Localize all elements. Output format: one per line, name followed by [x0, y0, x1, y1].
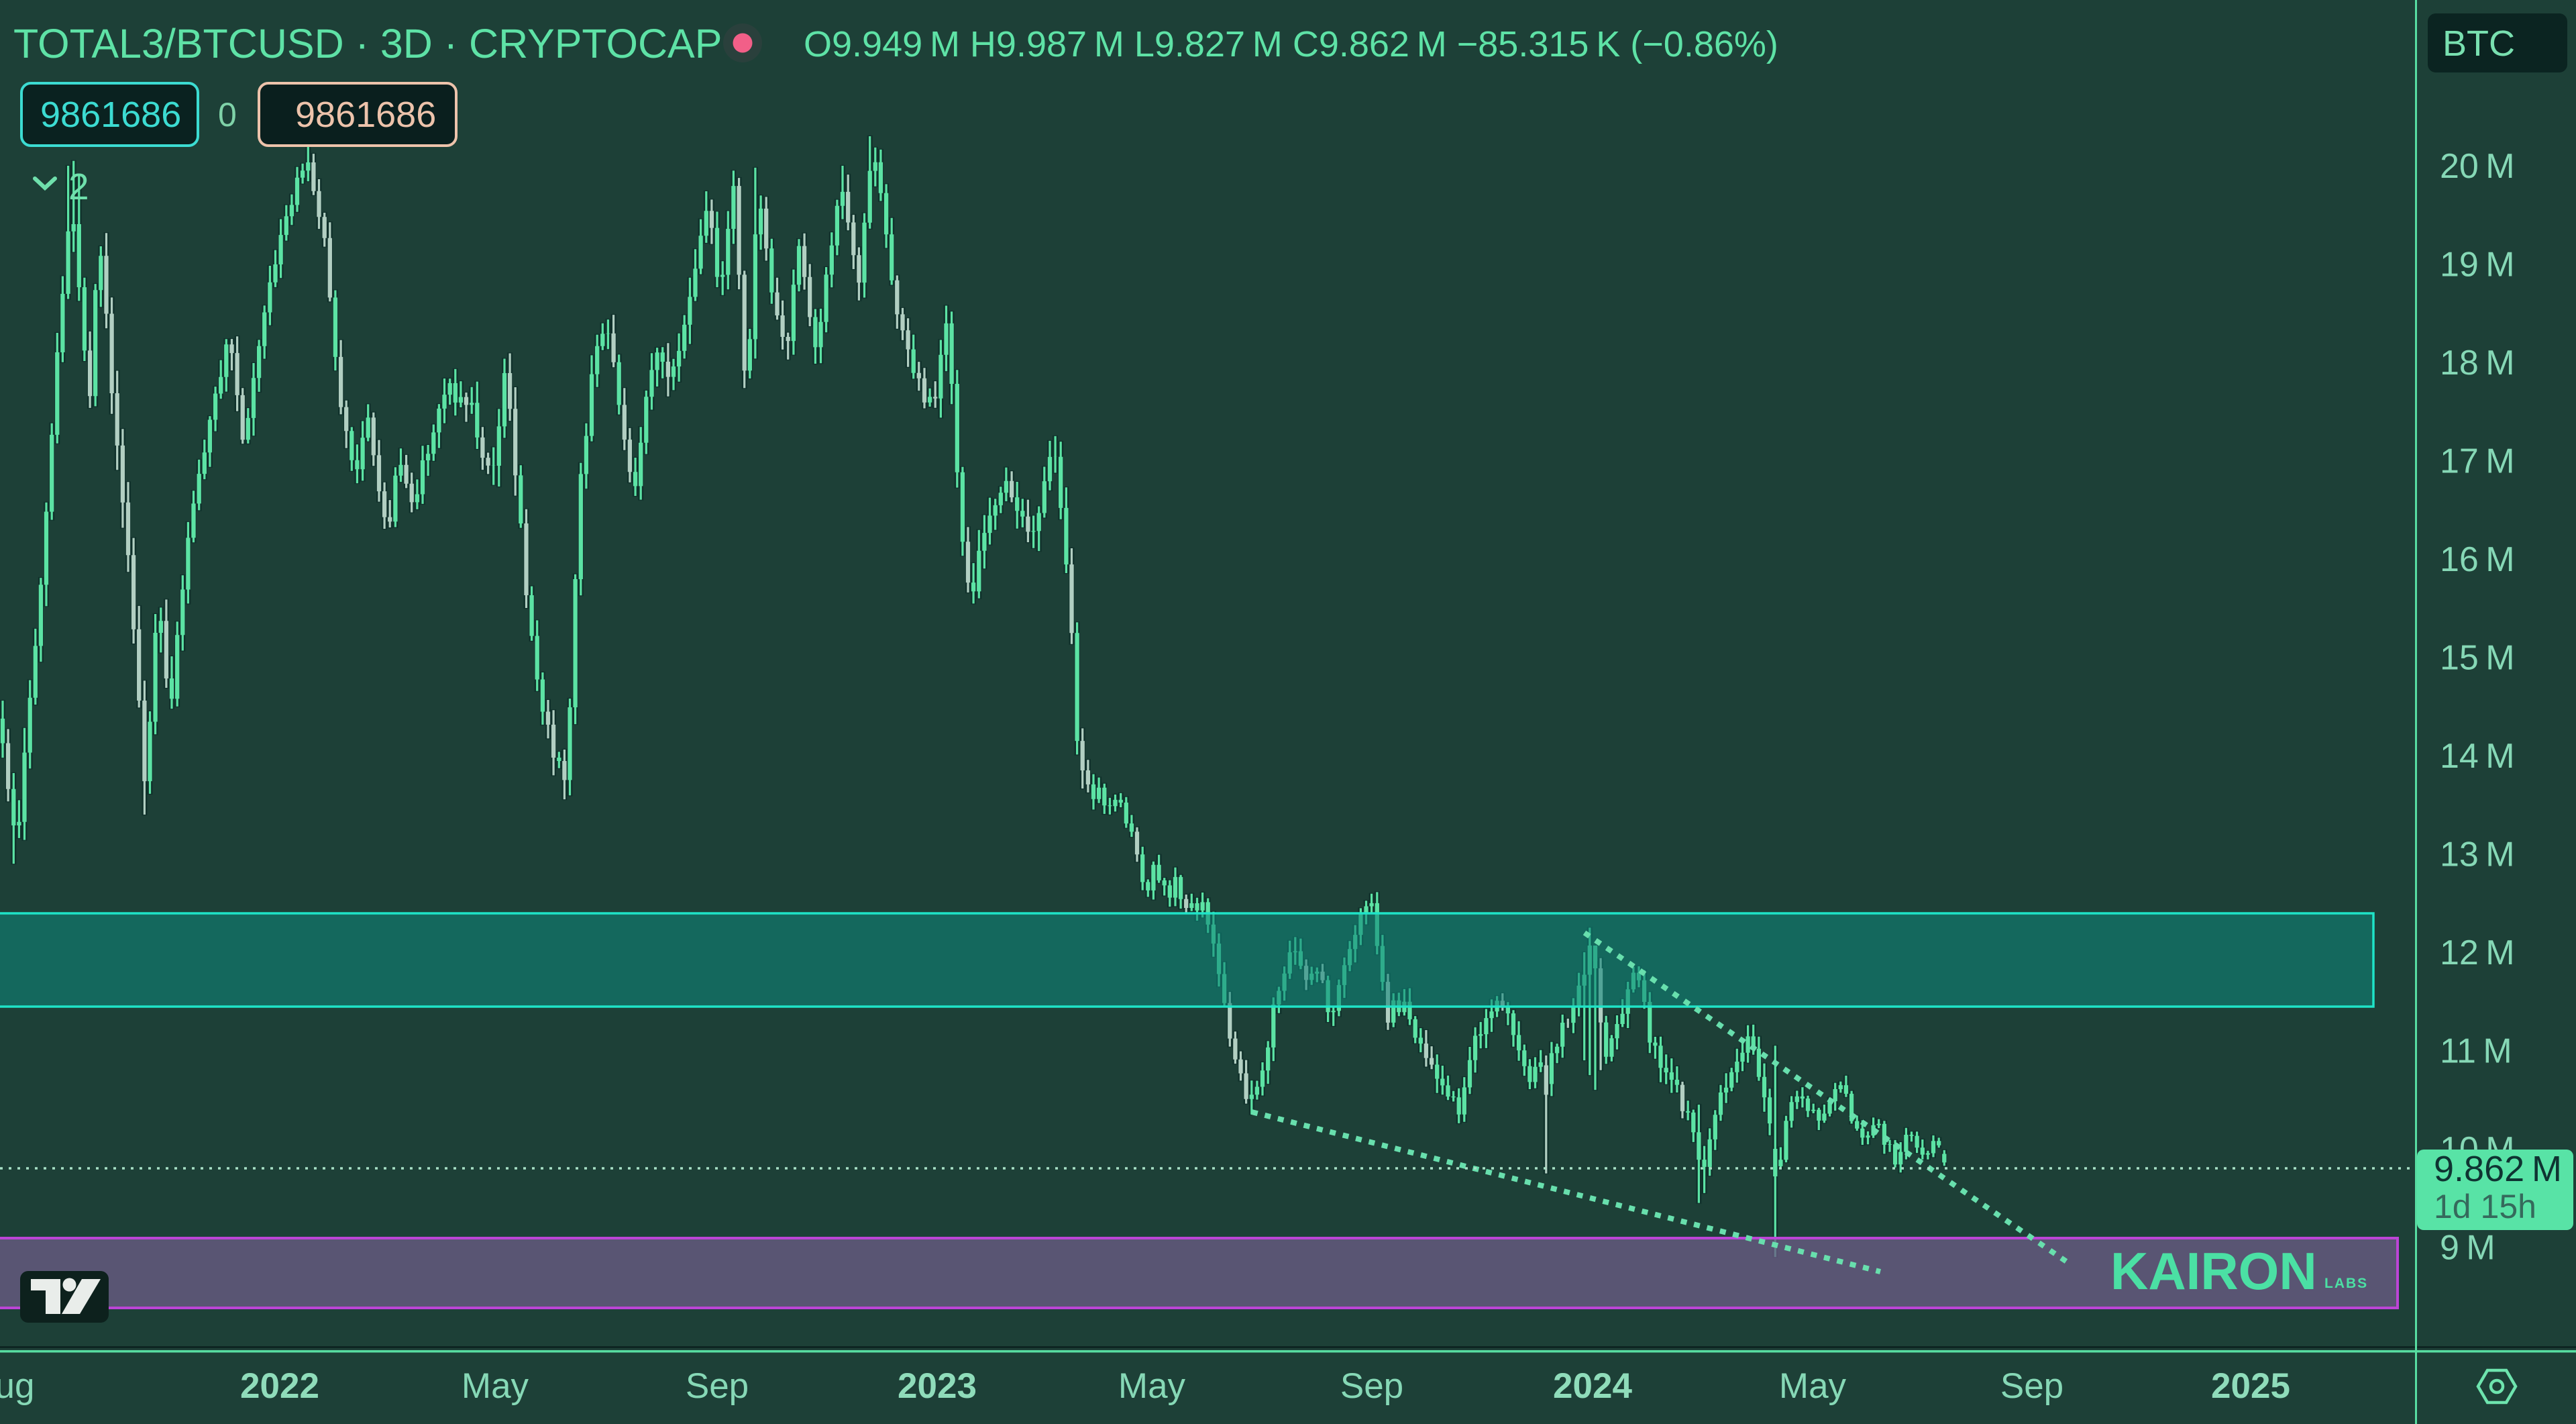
svg-text:May: May — [1118, 1366, 1186, 1406]
svg-text:11 M: 11 M — [2440, 1032, 2512, 1071]
svg-text:9861686: 9861686 — [40, 95, 181, 135]
svg-text:13 M: 13 M — [2440, 835, 2515, 874]
svg-text:Sep: Sep — [1340, 1366, 1403, 1406]
svg-text:0: 0 — [218, 96, 237, 134]
svg-text:20 M: 20 M — [2440, 147, 2515, 186]
svg-text:May: May — [462, 1366, 529, 1406]
svg-text:2024: 2024 — [1553, 1366, 1632, 1406]
svg-text:15 M: 15 M — [2440, 639, 2515, 678]
svg-text:Sep: Sep — [2000, 1366, 2063, 1406]
svg-text:2: 2 — [68, 166, 89, 207]
svg-text:9 M: 9 M — [2440, 1229, 2496, 1268]
svg-text:14 M: 14 M — [2440, 737, 2515, 776]
svg-text:16 M: 16 M — [2440, 540, 2515, 579]
svg-text:9.862 M: 9.862 M — [2434, 1149, 2562, 1189]
svg-text:2022: 2022 — [240, 1366, 319, 1406]
svg-text:TOTAL3/BTCUSD · 3D · CRYPTOCAP: TOTAL3/BTCUSD · 3D · CRYPTOCAP — [13, 21, 722, 66]
svg-text:Sep: Sep — [686, 1366, 749, 1406]
svg-text:O9.949 M H9.987 M L9.827 M C9.: O9.949 M H9.987 M L9.827 M C9.862 M −85.… — [804, 24, 1778, 64]
svg-text:2023: 2023 — [898, 1366, 977, 1406]
svg-text:May: May — [1779, 1366, 1847, 1406]
svg-text:18 M: 18 M — [2440, 344, 2515, 383]
svg-text:1d 15h: 1d 15h — [2434, 1188, 2536, 1225]
svg-text:KAIRON: KAIRON — [2110, 1241, 2317, 1301]
svg-text:9861686: 9861686 — [295, 95, 436, 135]
svg-text:ug: ug — [0, 1366, 34, 1406]
svg-text:12 M: 12 M — [2440, 933, 2515, 972]
svg-text:BTC: BTC — [2443, 23, 2515, 64]
svg-text:LABS: LABS — [2324, 1276, 2368, 1291]
svg-text:17 M: 17 M — [2440, 442, 2515, 481]
svg-text:19 M: 19 M — [2440, 246, 2515, 285]
svg-text:2025: 2025 — [2211, 1366, 2290, 1406]
